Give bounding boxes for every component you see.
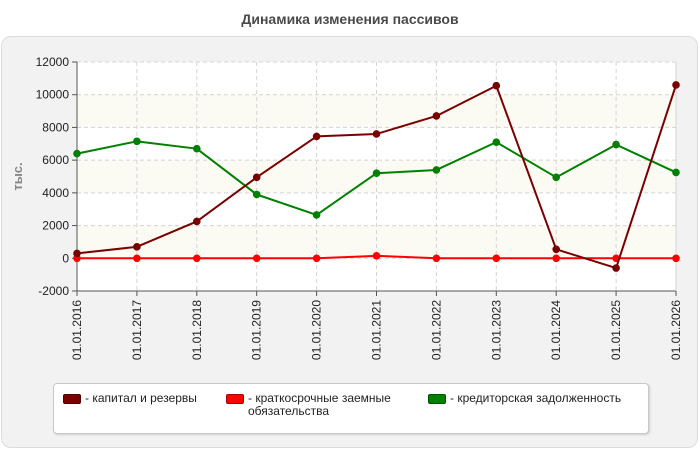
- legend-label-payables: - кредиторская задолженность: [450, 391, 622, 405]
- data-point: [372, 130, 381, 138]
- legend-item-short-term-loans: - краткосрочные заемные обязательства: [226, 392, 391, 418]
- data-point: [672, 254, 680, 263]
- y-tick-label: 4000: [42, 186, 69, 200]
- data-point: [252, 173, 261, 182]
- legend-swatch-payables: [428, 394, 446, 404]
- data-point: [612, 264, 620, 272]
- data-point: [672, 168, 680, 177]
- data-point: [492, 254, 501, 263]
- x-tick-label: 01.01.2019: [250, 300, 264, 360]
- y-tick-label: 2000: [42, 219, 69, 233]
- data-point: [552, 173, 561, 182]
- data-point: [133, 137, 141, 146]
- legend-swatch-capital: [63, 394, 81, 404]
- x-tick-label: 01.01.2016: [70, 300, 84, 360]
- x-tick-label: 01.01.2018: [190, 300, 204, 360]
- data-point: [612, 140, 620, 149]
- legend-swatch-short-term-loans: [226, 394, 244, 404]
- data-point: [312, 254, 321, 263]
- data-point: [432, 112, 441, 120]
- x-tick-label: 01.01.2021: [370, 300, 384, 360]
- y-tick-label: 0: [62, 251, 69, 265]
- data-point: [193, 254, 201, 263]
- y-tick-label: 12000: [36, 55, 70, 69]
- legend-item-capital: - капитал и резервы: [63, 392, 197, 405]
- data-point: [372, 252, 381, 260]
- y-tick-label: 6000: [42, 153, 69, 167]
- x-tick-label: 01.01.2020: [310, 300, 324, 360]
- legend-label-short-term-loans: - краткосрочные заемные обязательства: [248, 391, 391, 418]
- chart-legend: - капитал и резервы - краткосрочные заем…: [53, 383, 649, 434]
- data-point: [193, 217, 201, 226]
- data-point: [492, 138, 501, 146]
- data-point: [432, 254, 441, 263]
- data-point: [73, 249, 81, 258]
- y-axis-label: тыс.: [10, 162, 25, 190]
- data-point: [252, 190, 261, 199]
- legend-item-payables: - кредиторская задолженность: [428, 392, 621, 405]
- data-point: [133, 243, 141, 251]
- y-tick-label: 8000: [42, 120, 69, 134]
- data-point: [552, 245, 561, 254]
- data-point: [312, 211, 321, 219]
- data-point: [312, 132, 321, 141]
- data-point: [193, 144, 201, 153]
- x-tick-label: 01.01.2017: [130, 300, 144, 360]
- data-point: [672, 81, 680, 89]
- data-point: [252, 254, 261, 263]
- x-tick-label: 01.01.2023: [489, 300, 503, 360]
- legend-label-capital: - капитал и резервы: [85, 391, 197, 405]
- data-point: [133, 254, 141, 263]
- x-tick-label: 01.01.2024: [549, 300, 563, 360]
- data-point: [73, 149, 81, 158]
- chart-title: Динамика изменения пассивов: [241, 11, 459, 27]
- data-point: [492, 81, 501, 90]
- x-tick-label: 01.01.2025: [609, 300, 623, 360]
- x-tick-label: 01.01.2026: [669, 300, 683, 360]
- data-point: [552, 254, 561, 263]
- data-point: [432, 166, 441, 174]
- y-tick-label: 10000: [36, 88, 70, 102]
- y-tick-label: -2000: [38, 284, 69, 298]
- x-tick-label: 01.01.2022: [429, 300, 443, 360]
- data-point: [372, 169, 381, 178]
